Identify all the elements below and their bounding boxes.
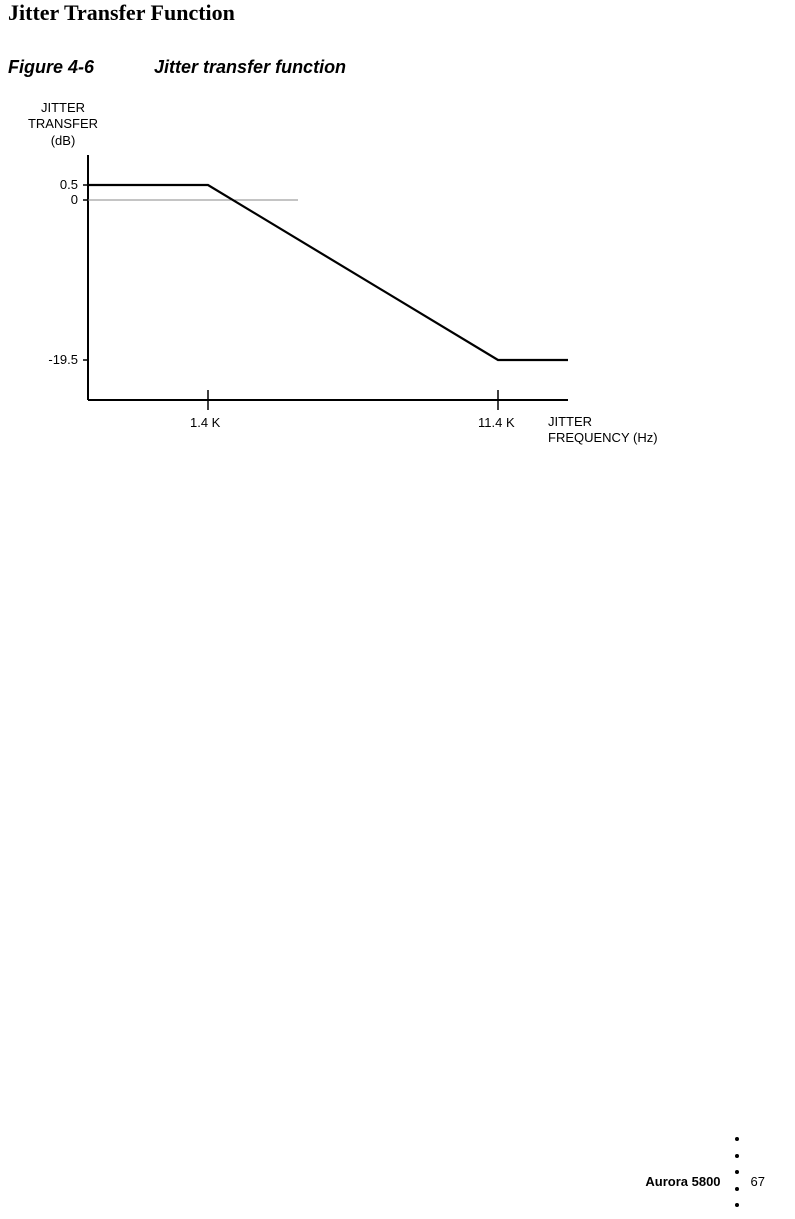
page: Jitter Transfer Function Figure 4-6 Jitte… <box>0 0 795 1219</box>
dot-icon <box>735 1137 739 1141</box>
y-axis-title: JITTER TRANSFER (dB) <box>18 100 108 149</box>
dot-icon <box>735 1203 739 1207</box>
figure-number: Figure 4-6 <box>8 57 94 77</box>
dot-icon <box>735 1154 739 1158</box>
page-dots <box>734 1137 740 1207</box>
x-axis-title: JITTER FREQUENCY (Hz) <box>548 414 658 447</box>
y-axis-title-line2: TRANSFER <box>28 116 98 131</box>
section-title: Jitter Transfer Function <box>8 0 235 26</box>
y-axis-title-line1: JITTER <box>41 100 85 115</box>
x-axis-title-line1: JITTER <box>548 414 592 429</box>
jitter-transfer-chart: JITTER TRANSFER (dB) 0.5 0 -19.5 1.4 K 1… <box>8 100 658 470</box>
y-tick-label-0: 0 <box>71 192 78 207</box>
y-tick-label-neg19-5: -19.5 <box>48 352 78 367</box>
product-name: Aurora 5800 <box>645 1174 720 1189</box>
figure-caption: Figure 4-6 Jitter transfer function <box>8 57 346 78</box>
page-footer: Aurora 5800 67 <box>645 1174 765 1189</box>
page-number: 67 <box>751 1174 765 1189</box>
x-tick-label-11-4k: 11.4 K <box>478 415 515 430</box>
x-axis-title-line2: FREQUENCY (Hz) <box>548 430 658 445</box>
y-axis-title-line3: (dB) <box>51 133 76 148</box>
y-tick-label-0-5: 0.5 <box>60 177 78 192</box>
x-tick-label-1-4k: 1.4 K <box>190 415 220 430</box>
figure-caption-text: Jitter transfer function <box>154 57 346 77</box>
